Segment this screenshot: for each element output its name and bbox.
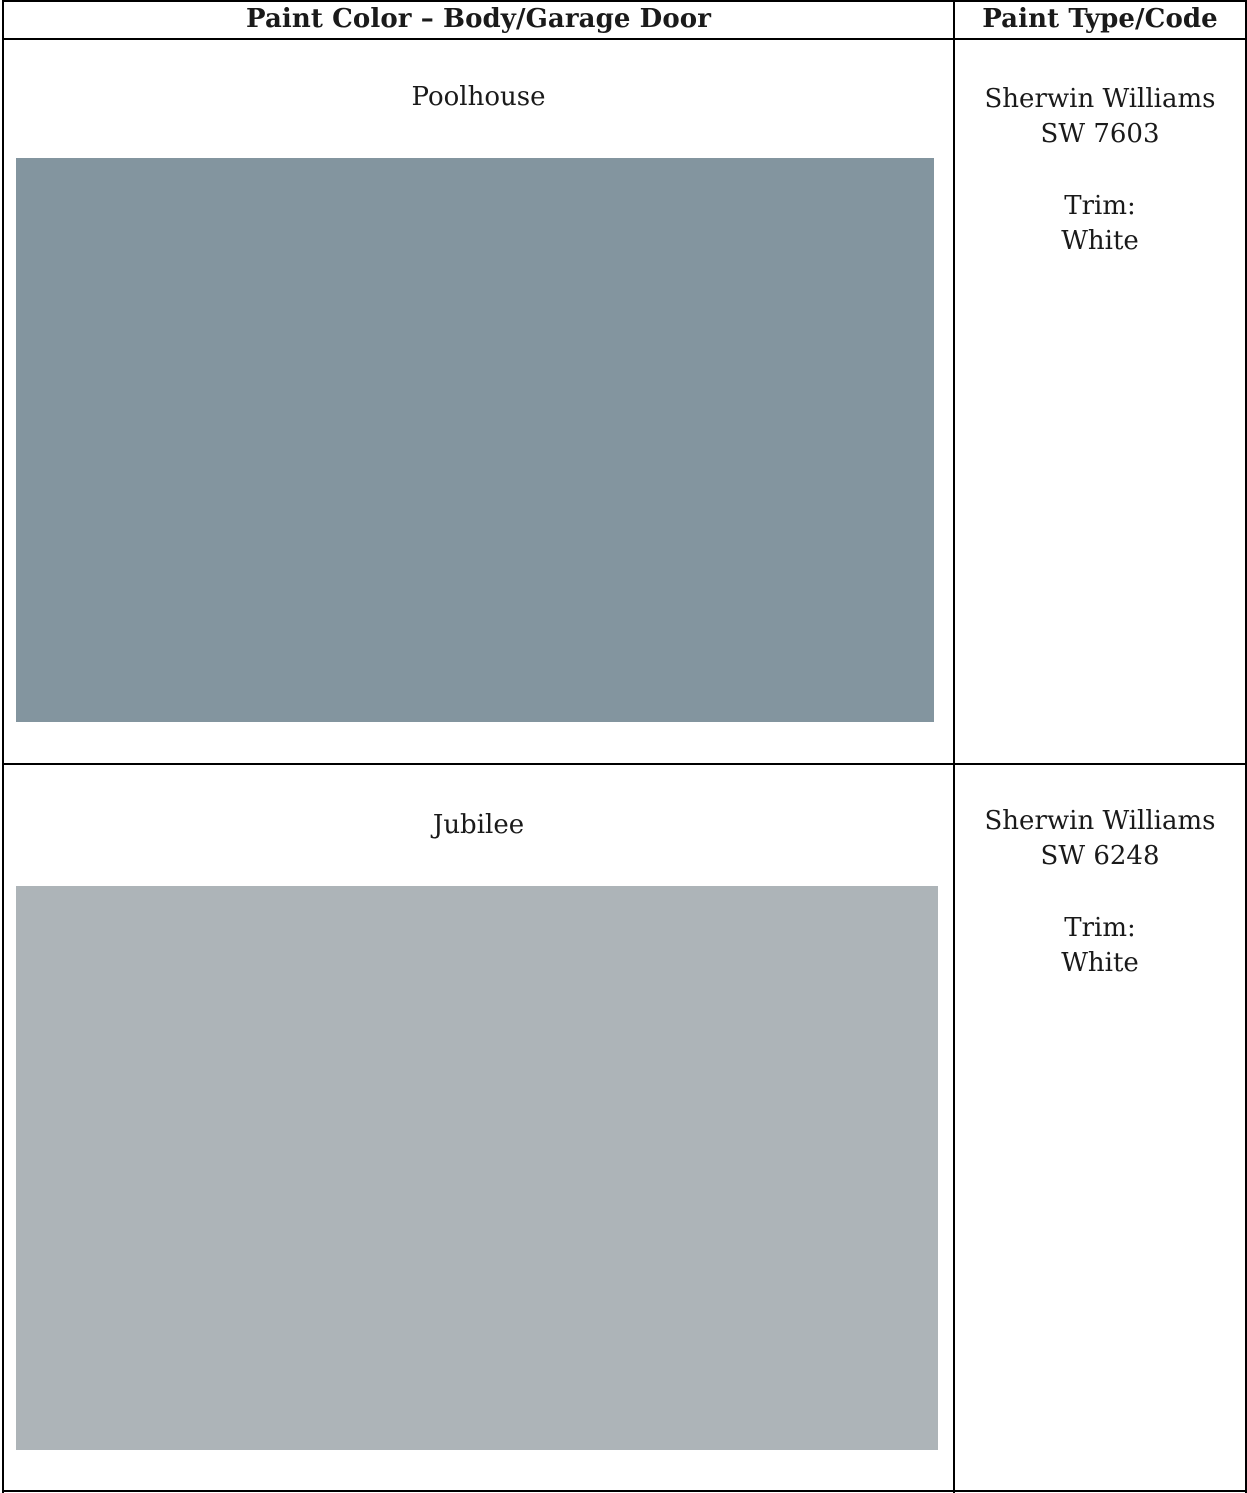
- paint-code: SW 7603: [1040, 119, 1160, 149]
- color-name-poolhouse: Poolhouse: [411, 82, 546, 112]
- paint-code: SW 6248: [1040, 841, 1160, 871]
- trim-label: Trim:: [1064, 913, 1136, 943]
- table-right-border: [1245, 0, 1247, 1493]
- header-paint-color: Paint Color – Body/Garage Door: [246, 4, 711, 34]
- paint-code-block-2: Sherwin Williams SW 6248 Trim: White: [955, 804, 1245, 981]
- trim-value: White: [1061, 226, 1139, 256]
- color-name-jubilee: Jubilee: [432, 810, 525, 840]
- trim-value: White: [1061, 948, 1139, 978]
- table-left-border: [2, 0, 4, 1493]
- header-bottom-border: [2, 38, 1247, 40]
- paint-brand: Sherwin Williams: [984, 806, 1216, 836]
- header-paint-type-code: Paint Type/Code: [982, 4, 1218, 34]
- row-divider: [2, 763, 1247, 765]
- color-swatch-poolhouse: [16, 158, 934, 722]
- paint-brand: Sherwin Williams: [984, 84, 1216, 114]
- column-divider: [953, 0, 955, 1493]
- table-bottom-border: [2, 1490, 1247, 1492]
- trim-label: Trim:: [1064, 191, 1136, 221]
- table-top-border: [2, 0, 1247, 2]
- paint-code-block-1: Sherwin Williams SW 7603 Trim: White: [955, 82, 1245, 259]
- color-swatch-jubilee: [16, 886, 938, 1450]
